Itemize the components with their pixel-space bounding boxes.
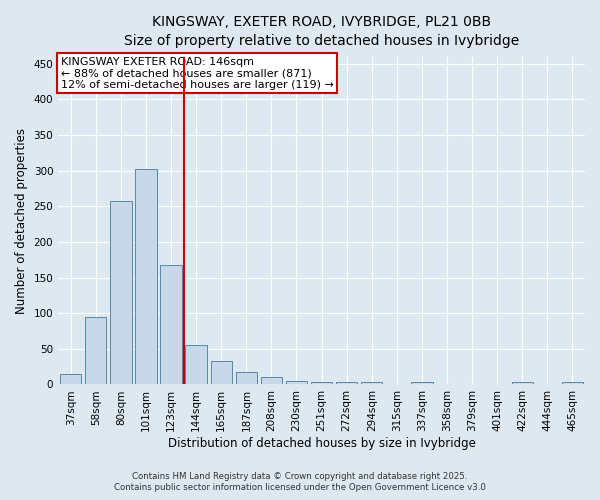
Bar	[211, 361, 232, 384]
Text: KINGSWAY EXETER ROAD: 146sqm
← 88% of detached houses are smaller (871)
12% of s: KINGSWAY EXETER ROAD: 146sqm ← 88% of de…	[61, 56, 334, 90]
Bar	[60, 374, 82, 384]
Bar	[286, 381, 307, 384]
Bar	[110, 200, 131, 384]
Title: KINGSWAY, EXETER ROAD, IVYBRIDGE, PL21 0BB
Size of property relative to detached: KINGSWAY, EXETER ROAD, IVYBRIDGE, PL21 0…	[124, 15, 519, 48]
Bar	[85, 317, 106, 384]
Bar	[336, 382, 358, 384]
Bar	[562, 382, 583, 384]
Bar	[261, 378, 282, 384]
Bar	[512, 382, 533, 384]
Bar	[160, 264, 182, 384]
Bar	[361, 382, 382, 384]
Y-axis label: Number of detached properties: Number of detached properties	[15, 128, 28, 314]
Bar	[185, 346, 207, 385]
Text: Contains HM Land Registry data © Crown copyright and database right 2025.
Contai: Contains HM Land Registry data © Crown c…	[114, 472, 486, 492]
Bar	[136, 169, 157, 384]
Bar	[311, 382, 332, 384]
Bar	[236, 372, 257, 384]
Bar	[411, 382, 433, 384]
X-axis label: Distribution of detached houses by size in Ivybridge: Distribution of detached houses by size …	[167, 437, 476, 450]
